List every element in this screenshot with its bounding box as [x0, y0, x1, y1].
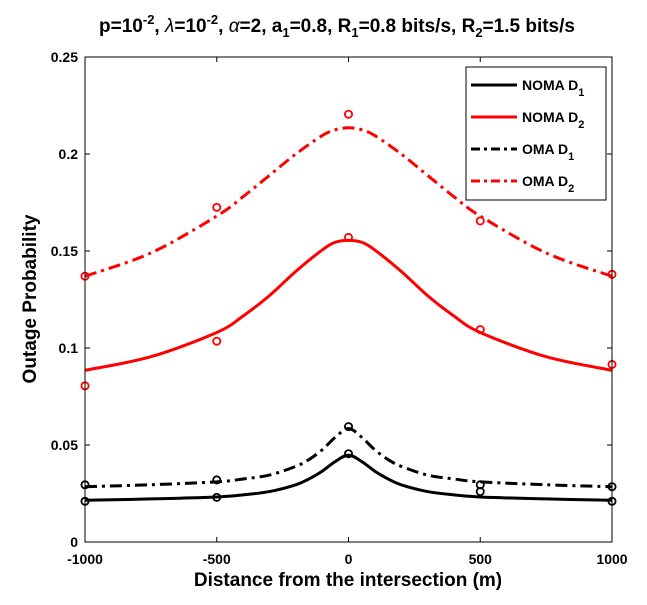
- series-3-marker: [475, 480, 485, 490]
- series-4-marker: [343, 109, 353, 119]
- series-line-4: [84, 126, 613, 278]
- y-tick-label: 0.25: [51, 49, 78, 65]
- series-3-marker: [343, 422, 353, 432]
- x-axis-ticks: -1000 -500 0 500 1000: [67, 57, 628, 567]
- y-tick-label: 0.15: [51, 243, 78, 259]
- legend-box: [465, 66, 607, 201]
- series-2-marker: [475, 325, 485, 335]
- legend-label: OMA D2: [522, 173, 574, 195]
- series-line-1: [84, 453, 613, 502]
- y-tick-label: 0.2: [59, 146, 79, 162]
- legend-label: NOMA D2: [522, 109, 584, 131]
- series-1-marker: [212, 492, 222, 502]
- series-4-marker: [475, 216, 485, 226]
- x-axis-label: Distance from the intersection (m): [194, 570, 502, 591]
- y-tick-label: 0: [70, 534, 78, 550]
- x-tick-label: -500: [203, 551, 231, 567]
- y-axis-label: Outage Probability: [20, 214, 41, 383]
- y-tick-label: 0.05: [51, 437, 78, 453]
- series-3-marker: [212, 475, 222, 485]
- series-1-marker: [343, 449, 353, 459]
- legend-label: OMA D1: [522, 141, 574, 163]
- series-4-marker: [212, 202, 222, 212]
- series-2-marker: [212, 336, 222, 346]
- x-tick-label: 1000: [596, 551, 627, 567]
- chart-title: p=10-2, λ=10-2, α=2, a1=0.8, R1=0.8 bits…: [99, 12, 575, 40]
- series-2-marker: [343, 232, 353, 242]
- x-tick-label: -1000: [67, 551, 103, 567]
- legend-label: NOMA D1: [522, 77, 584, 99]
- x-tick-label: 0: [345, 551, 353, 567]
- y-tick-label: 0.1: [59, 340, 79, 356]
- y-axis-ticks: 0 0.05 0.1 0.15 0.2 0.25: [51, 49, 612, 550]
- series-line-3: [84, 427, 613, 489]
- x-tick-label: 500: [469, 551, 493, 567]
- legend: NOMA D1 NOMA D2 OMA D1 OMA D2: [465, 66, 607, 201]
